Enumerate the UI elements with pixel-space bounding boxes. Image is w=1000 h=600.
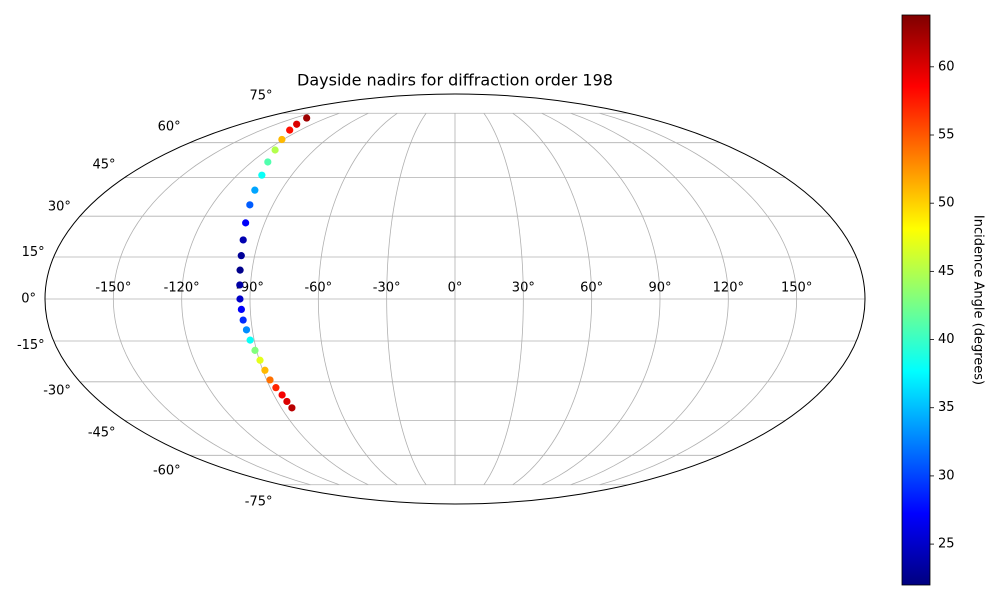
data-point [251, 346, 259, 354]
data-point [283, 397, 291, 406]
x-tick-label: 30° [512, 281, 535, 296]
grid-line [112, 112, 311, 486]
grid-line [249, 112, 369, 486]
data-point [239, 316, 247, 324]
colorbar-tick-label: 50 [938, 196, 955, 211]
data-point [246, 201, 254, 209]
data-point [246, 336, 254, 344]
colorbar-label: Incidence Angle (degrees) [971, 215, 986, 385]
y-tick-label: -15° [17, 338, 45, 353]
grid-line [599, 112, 798, 486]
data-point [271, 146, 279, 154]
x-tick-label: 0° [448, 281, 463, 296]
x-tick-label: 60° [580, 281, 603, 296]
data-point [242, 219, 250, 227]
y-tick-label: 15° [22, 245, 45, 260]
y-tick-label: 75° [249, 88, 272, 103]
colorbar-tick-label: 60 [938, 59, 955, 74]
x-tick-label: -60° [304, 281, 332, 296]
colorbar-tick-label: 30 [938, 468, 955, 483]
data-point [264, 158, 272, 166]
x-tick-label: 120° [713, 281, 744, 296]
data-point [236, 295, 244, 303]
chart-title: Dayside nadirs for diffraction order 198 [297, 71, 613, 90]
x-tick-label: -120° [164, 281, 200, 296]
data-point [278, 391, 286, 399]
x-tick-label: -150° [95, 281, 131, 296]
data-point [236, 266, 244, 274]
y-tick-label: 30° [48, 200, 71, 215]
grid-line [483, 113, 524, 485]
y-tick-label: 60° [158, 120, 181, 135]
grid-line [181, 112, 340, 486]
grid-line [386, 113, 427, 485]
y-tick-label: 0° [21, 292, 36, 307]
data-point [237, 305, 245, 313]
colorbar-tick-label: 45 [938, 264, 955, 279]
data-point [256, 356, 264, 364]
data-point [286, 126, 294, 134]
data-point [242, 326, 251, 334]
data-point [288, 404, 296, 412]
data-point [266, 376, 274, 384]
colorbar [901, 14, 931, 586]
data-point [236, 281, 244, 289]
data-point [278, 135, 286, 144]
colorbar-tick-label: 40 [938, 332, 955, 347]
colorbar-tick-label: 55 [938, 128, 955, 143]
data-point [272, 384, 280, 392]
grid-line [541, 112, 661, 486]
grid-line [317, 112, 398, 486]
y-tick-label: -30° [43, 383, 71, 398]
data-point [258, 171, 266, 179]
data-point [303, 114, 311, 122]
data-point [251, 186, 259, 194]
data-point [261, 366, 269, 374]
x-tick-label: 90° [648, 281, 671, 296]
y-tick-label: 45° [93, 157, 116, 172]
colorbar-tick-label: 35 [938, 400, 955, 415]
grid-line [570, 112, 729, 486]
x-tick-label: 150° [781, 281, 812, 296]
data-point [293, 120, 301, 128]
map-boundary [44, 93, 866, 505]
x-tick-label: -30° [373, 281, 401, 296]
y-tick-label: -60° [153, 463, 181, 478]
y-tick-label: -45° [88, 426, 116, 441]
data-point [237, 252, 245, 260]
grid-line [512, 112, 593, 486]
colorbar-tick-label: 25 [938, 537, 955, 552]
y-tick-label: -75° [245, 495, 273, 510]
data-point [239, 236, 247, 244]
